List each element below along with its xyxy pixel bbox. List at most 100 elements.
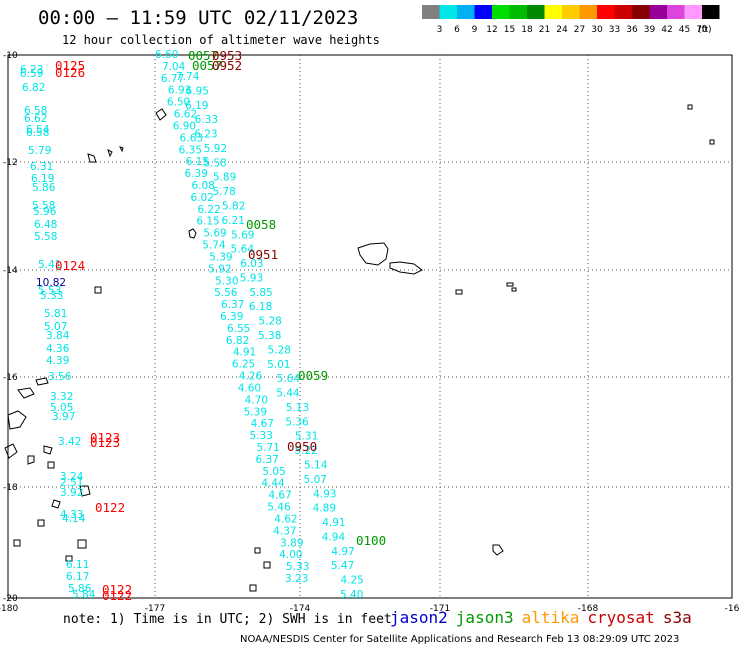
swh-value-mid: 5.92 (208, 263, 231, 275)
swh-value-left: 5.58 (34, 231, 57, 243)
swh-value-left: 3.92 (60, 487, 83, 499)
island-wallis (188, 228, 197, 239)
swh-value-mid: 4.00 (279, 549, 302, 561)
swh-value-left: 6.59 (20, 68, 43, 80)
swh-value-right: 5.38 (258, 330, 281, 342)
swh-value-left: 6.19 (31, 173, 54, 185)
legend-bin-label: 9 (472, 25, 478, 35)
swh-value-mid: 6.39 (220, 311, 243, 323)
swh-value-left: 6.62 (24, 113, 47, 125)
swh-value-left: 4.39 (46, 355, 69, 367)
swh-value-left: 5.58 (32, 200, 55, 212)
swh-value-right: 6.33 (195, 114, 218, 126)
swh-value-mid: 6.93 (168, 85, 191, 97)
swh-value-right: 5.64 (277, 373, 301, 385)
legend-bin-label: 12 (486, 25, 497, 35)
swh-value-right: 5.28 (258, 316, 281, 328)
island-b (119, 146, 124, 153)
swh-value-mid: 3.23 (285, 573, 308, 585)
swh-value-right: 6.23 (194, 129, 217, 141)
swh-value-mid: 6.35 (179, 144, 202, 156)
legend-swatch (632, 5, 650, 19)
swh-value-left: 6.11 (66, 559, 89, 571)
legend-swatch (597, 5, 615, 19)
swh-value-mid: 5.69 (203, 228, 226, 240)
swh-value-right: 5.82 (222, 201, 245, 213)
swh-value-left: 5.53 (38, 285, 61, 297)
swh-value-left: 6.58 (26, 127, 49, 139)
pass-time-label: 0122 (95, 500, 125, 515)
swh-value-mid: 6.39 (185, 168, 208, 180)
swh-value-right: 7.74 (176, 71, 200, 83)
swh-value-mid: 6.63 (180, 132, 203, 144)
legend-bin-label: 33 (609, 25, 620, 35)
pass-time-label: 0058 (246, 217, 276, 232)
swh-value-left: 6.82 (22, 82, 45, 94)
island-fiji-4 (4, 443, 18, 459)
swh-value-left: 6.31 (30, 161, 53, 173)
swh-value-mid: 5.39 (209, 251, 232, 263)
island-lau-6 (65, 555, 73, 562)
swh-value-right: 5.47 (331, 560, 354, 572)
satellite-label-cryosat: cryosat (587, 608, 655, 627)
swh-value-left: 5.81 (44, 308, 67, 320)
swh-value-mid: 6.60 (155, 49, 178, 61)
swh-value-right: 5.14 (304, 460, 328, 472)
color-legend: 3 6 9 12 15 18 21 24 27 30 33 36 39 42 45 70(ft) (422, 5, 720, 35)
swh-value-right: 5.22 (294, 445, 317, 457)
legend-swatch (422, 5, 440, 19)
satellite-label-altika: altika (521, 608, 580, 627)
swh-value-mid: 6.55 (227, 323, 250, 335)
island-lau-1 (79, 485, 91, 497)
swh-value-mid: 5.74 (202, 240, 226, 252)
island-samoa-savaii (357, 242, 389, 266)
legend-bin-label: 30 (591, 25, 603, 35)
legend-swatch (527, 5, 545, 19)
swh-value-left: 3.56 (48, 371, 72, 383)
map-subtitle: 12 hour collection of altimeter wave hei… (62, 33, 380, 47)
swh-value-left: 6.54 (26, 124, 50, 136)
pass-time-label: 0123 (90, 435, 120, 450)
swh-value-mid: 5.46 (267, 502, 291, 514)
lon-tick-label: -16 (725, 604, 740, 614)
island-fiji-5 (27, 455, 35, 465)
swh-value-mid: 6.22 (197, 204, 220, 216)
pass-time-label: 0100 (356, 533, 386, 548)
swh-value-right: 5.64 (231, 244, 255, 256)
island-tonga-1 (254, 547, 261, 554)
legend-bin-label: 36 (626, 25, 638, 35)
lat-tick-label: -14 (3, 266, 18, 276)
graticule-grid (7, 54, 733, 599)
swh-value-mid: 4.60 (238, 382, 261, 394)
legend-bin-label: 70 (696, 25, 708, 35)
swh-value-left: 6.58 (24, 105, 47, 117)
swh-value-mid: 4.26 (239, 371, 263, 383)
legend-swatch (702, 5, 720, 19)
pass-time-label: 0950 (287, 439, 317, 454)
swh-value-right: 5.44 (276, 388, 300, 400)
swh-value-right: 5.69 (231, 229, 254, 241)
swh-value-mid: 5.30 (215, 275, 238, 287)
island-fiji-1 (7, 410, 27, 430)
map-title: 00:00 – 11:59 UTC 02/11/2023 (38, 7, 359, 29)
lon-tick-label: -177 (145, 604, 165, 614)
lat-tick-label: -12 (3, 158, 18, 168)
legend-swatch (614, 5, 632, 19)
swh-value-right: 5.78 (212, 186, 235, 198)
legend-bin-label: 42 (661, 25, 672, 35)
swh-value-mid: 5.39 (244, 406, 267, 418)
legend-swatch (457, 5, 475, 19)
pass-time-label: 0122 (102, 588, 132, 603)
swh-value-left: 4.14 (62, 513, 86, 525)
swh-value-left: 6.17 (66, 571, 89, 583)
swh-value-right: 5.31 (295, 431, 318, 443)
swh-value-mid: 5.05 (262, 466, 285, 478)
swh-value-left: 5.86 (68, 583, 92, 595)
legend-bin-label: 45 (679, 25, 690, 35)
island-lau-3 (37, 519, 45, 527)
island-fiji-2 (17, 387, 35, 399)
swh-value-right: 5.40 (340, 589, 363, 601)
legend-swatch (562, 5, 580, 19)
legend-bin-label: 39 (644, 25, 656, 35)
swh-value-left: 3.32 (50, 391, 73, 403)
